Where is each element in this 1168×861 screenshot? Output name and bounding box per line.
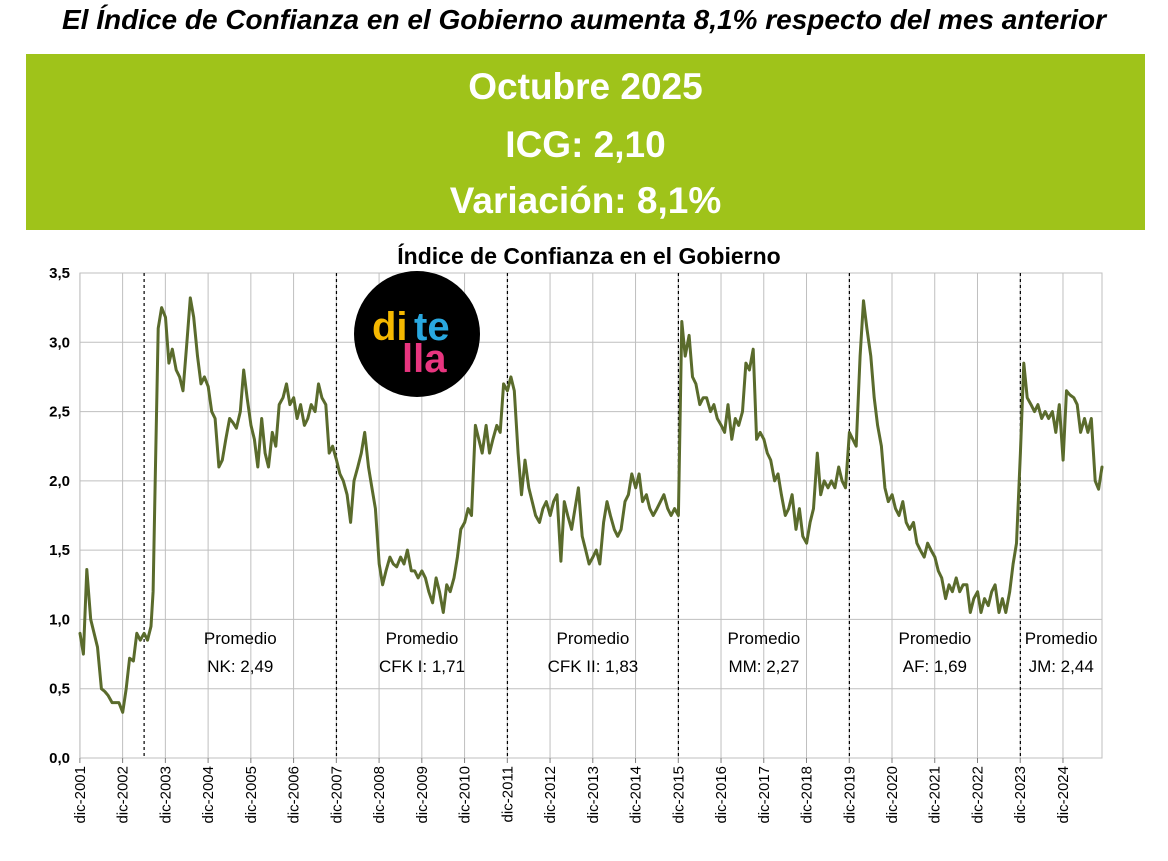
logo-background [354,271,480,397]
grid-layer [79,272,1103,763]
annotation-title: Promedio [386,629,459,648]
logo-text-te: te [414,305,450,349]
x-tick-label: dic-2020 [884,766,901,824]
annotation-title: Promedio [728,629,801,648]
ditella-logo: di te lla [354,271,480,397]
x-tick-label: dic-2012 [542,766,559,824]
x-tick-label: dic-2011 [499,766,516,822]
annotation-title: Promedio [204,629,277,648]
y-tick-label: 2,0 [49,473,70,490]
confidence-index-chart: 0,00,51,01,52,02,53,03,5 dic-2001 dic-200… [49,242,1104,824]
series-layer [78,296,1104,714]
banner-month: Octubre 2025 [468,66,703,107]
annotation-average: CFK II: 1,83 [548,657,639,676]
y-tick-label: 1,0 [49,611,70,628]
y-tick-label: 3,0 [49,334,70,351]
x-tick-label: dic-2005 [243,766,260,824]
x-tick-label: dic-2019 [841,766,858,824]
y-tick-label: 0,5 [49,681,70,698]
x-tick-label: dic-2001 [72,766,89,824]
annotation-title: Promedio [898,629,971,648]
x-tick-label: dic-2008 [371,766,388,824]
x-tick-label: dic-2014 [628,766,645,824]
banner-variation: Variación: 8,1% [449,180,722,221]
y-tick-label: 3,5 [49,265,70,282]
banner-icg-value: ICG: 2,10 [505,124,666,165]
plot-area-border [79,272,1103,759]
x-tick-label: dic-2015 [670,766,687,824]
summary-banner: Octubre 2025 ICG: 2,10 Variación: 8,1% [26,54,1145,230]
series-line [78,296,1104,714]
annotation-title: Promedio [1025,629,1098,648]
x-tick-label: dic-2002 [115,766,132,824]
x-tick-label: dic-2004 [200,766,217,824]
annotation-average: NK: 2,49 [207,657,273,676]
logo-text-lla: lla [402,337,447,381]
x-tick-label: dic-2017 [756,766,773,824]
x-tick-label: dic-2018 [799,766,816,824]
x-tick-label: dic-2010 [457,766,474,824]
x-tick-label: dic-2024 [1055,766,1072,824]
x-tick-label: dic-2016 [713,766,730,824]
x-tick-label: dic-2021 [927,766,944,824]
period-dividers [143,273,1021,758]
annotation-title: Promedio [557,629,630,648]
x-tick-label: dic-2013 [585,766,602,824]
y-tick-label: 1,5 [49,542,70,559]
x-tick-label: dic-2003 [157,766,174,824]
x-tick-label: dic-2009 [414,766,431,824]
y-axis-ticks: 0,0 0,5 1,0 1,5 2,0 2,5 3,0 3,5 [49,265,70,767]
y-tick-label: 0,0 [49,750,70,767]
x-tick-label: dic-2023 [1012,766,1029,824]
y-tick-label: 2,5 [49,404,70,421]
x-axis-ticks: dic-2001 dic-2002 dic-2003 dic-2004 dic-2005… [72,766,1072,824]
x-tick-label: dic-2006 [286,766,303,824]
annotation-average: AF: 1,69 [903,657,967,676]
annotation-average: MM: 2,27 [728,657,799,676]
chart-title: Índice de Confianza en el Gobierno [397,242,780,269]
annotation-average: JM: 2,44 [1029,657,1094,676]
logo-text-di: di [372,305,408,349]
x-tick-label: dic-2022 [969,766,986,824]
headline: El Índice de Confianza en el Gobierno au… [61,4,1107,35]
x-tick-label: dic-2007 [328,766,345,824]
period-annotations: Promedio NK: 2,49 Promedio CFK I: 1,71 Prome… [204,629,1098,676]
annotation-average: CFK I: 1,71 [379,657,465,676]
